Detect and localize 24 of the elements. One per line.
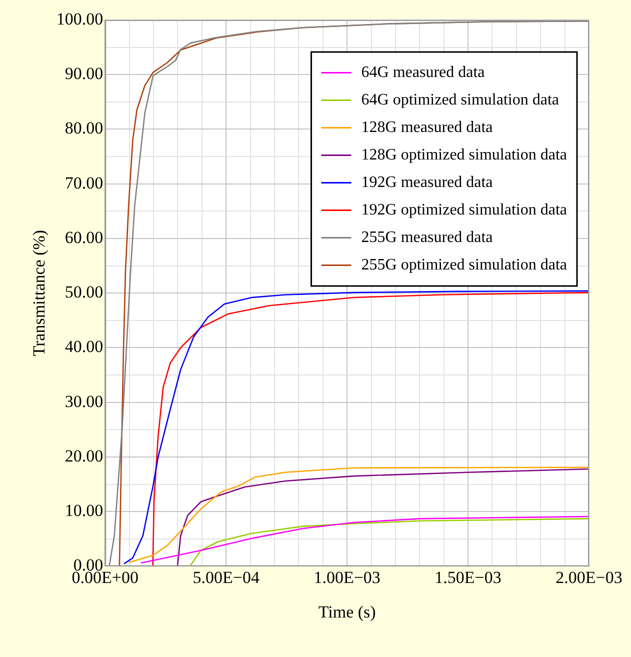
legend-label: 128G measured data <box>361 118 493 136</box>
y-tick-label: 30.00 <box>64 392 104 411</box>
legend-label: 128G optimized simulation data <box>361 146 568 164</box>
legend-label: 64G optimized simulation data <box>361 91 560 108</box>
y-tick-label: 70.00 <box>64 173 104 192</box>
legend-label: 64G measured data <box>361 64 485 81</box>
y-tick-label: 80.00 <box>64 118 104 138</box>
x-tick-label: 1.50E−03 <box>434 568 502 587</box>
y-tick-label: 40.00 <box>64 337 104 356</box>
y-tick-label: 100.00 <box>56 9 104 28</box>
y-tick-label: 20.00 <box>64 446 104 466</box>
y-tick-label: 60.00 <box>64 228 104 247</box>
x-axis-title: Time (s) <box>318 602 376 622</box>
legend-label: 255G optimized simulation data <box>361 256 568 274</box>
legend-label: 192G measured data <box>361 174 493 191</box>
x-tick-label: 2.00E−03 <box>556 568 622 587</box>
x-tick-label: 5.00E−04 <box>192 568 260 587</box>
y-tick-label: 10.00 <box>64 501 104 520</box>
legend-label: 255G measured data <box>361 228 493 246</box>
y-tick-label: 50.00 <box>64 282 104 302</box>
x-tick-label: 1.00E−03 <box>314 568 380 587</box>
legend-label: 192G optimized simulation data <box>361 201 568 218</box>
y-tick-label: 90.00 <box>64 64 104 84</box>
y-axis-title: Transmittance (%) <box>30 230 49 356</box>
